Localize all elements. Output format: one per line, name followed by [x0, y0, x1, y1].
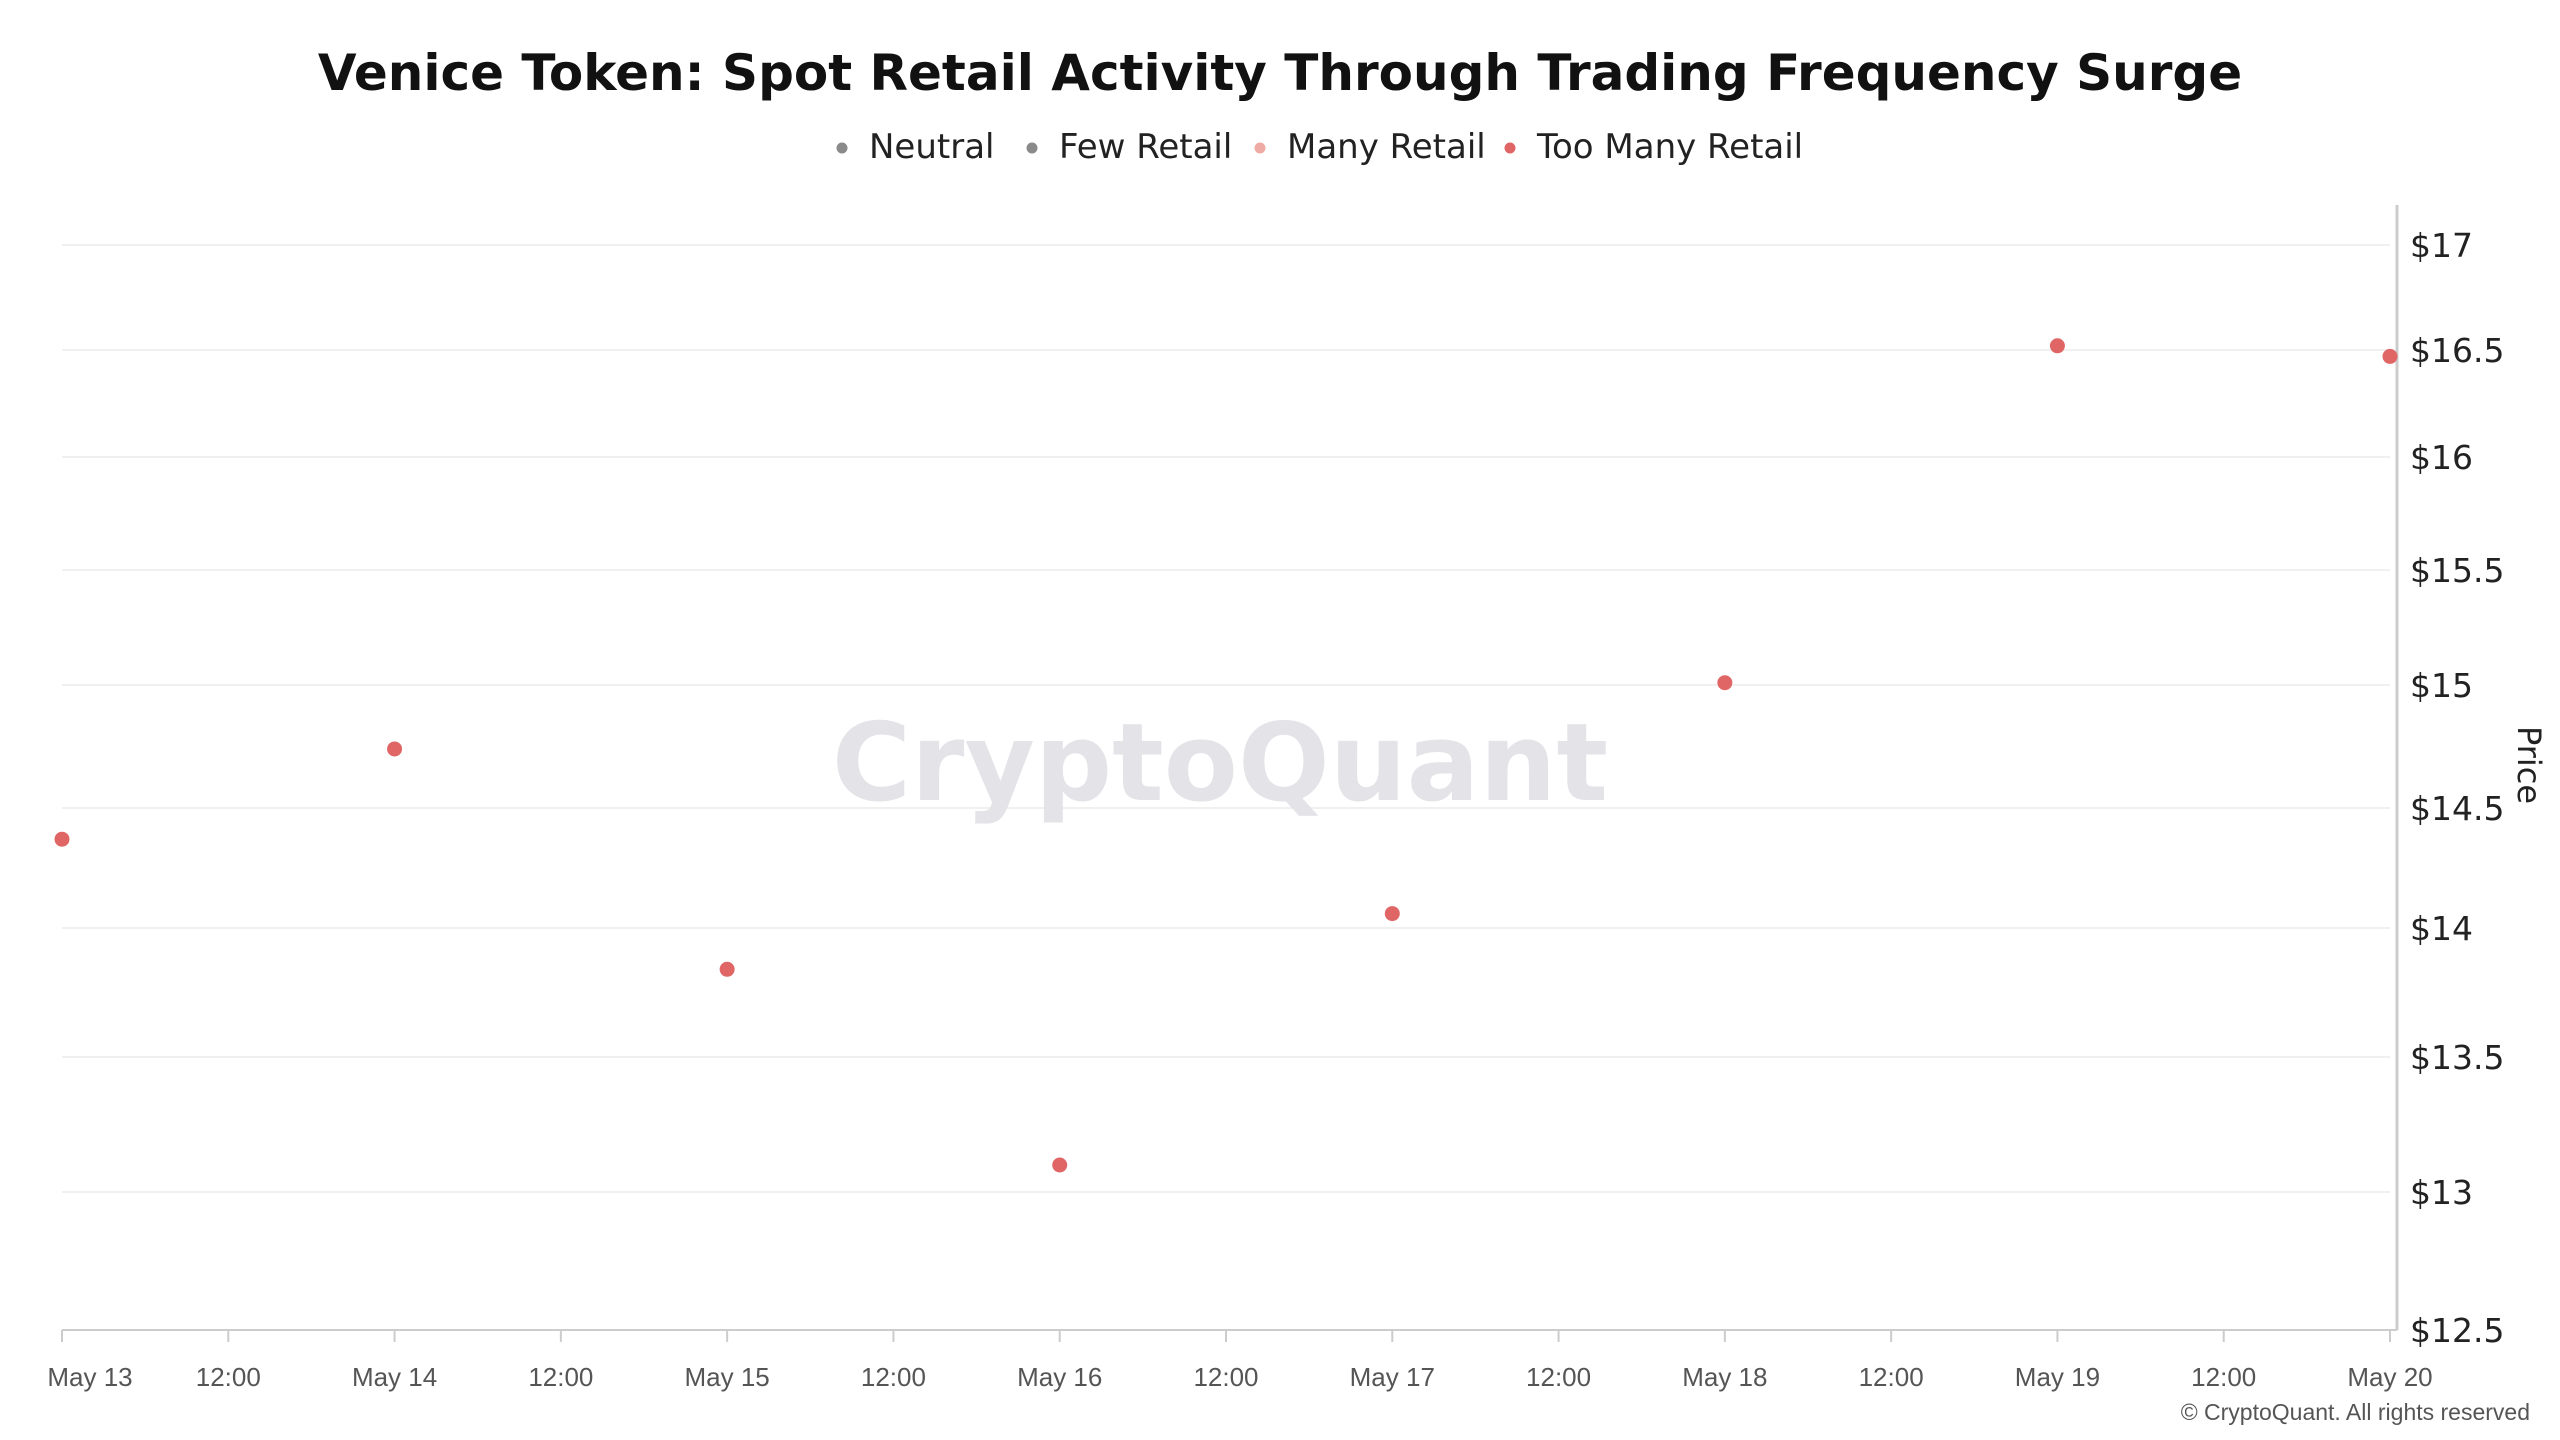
legend-item-label[interactable]: Few Retail — [1059, 127, 1232, 167]
y-tick-label: $14 — [2410, 909, 2473, 948]
data-point[interactable] — [1717, 675, 1733, 691]
x-tick-label: May 16 — [1017, 1362, 1102, 1392]
axes — [62, 205, 2399, 1331]
x-tick-label: May 14 — [352, 1362, 437, 1392]
x-tick-label: 12:00 — [196, 1362, 261, 1392]
x-tick-label: 12:00 — [1526, 1362, 1591, 1392]
y-tick-label: $15.5 — [2410, 551, 2504, 590]
watermark: CryptoQuant — [832, 701, 1608, 826]
legend-item-label[interactable]: Too Many Retail — [1536, 127, 1803, 167]
legend-item-label[interactable]: Many Retail — [1287, 127, 1486, 167]
x-tick-label: 12:00 — [1193, 1362, 1258, 1392]
data-point[interactable] — [387, 741, 403, 757]
legend-marker[interactable] — [1026, 142, 1038, 154]
x-tick-label: 12:00 — [861, 1362, 926, 1392]
data-point[interactable] — [1052, 1157, 1068, 1173]
y-tick-label: $16 — [2410, 438, 2473, 477]
copyright-notice: © CryptoQuant. All rights reserved — [2181, 1399, 2530, 1425]
x-tick-label: May 20 — [2347, 1362, 2432, 1392]
legend: Neutral Few Retail Many Retail Too Many Ret… — [836, 127, 1803, 167]
data-point[interactable] — [1384, 906, 1400, 922]
y-tick-label: $16.5 — [2410, 331, 2504, 370]
legend-marker[interactable] — [836, 142, 848, 154]
data-points — [54, 338, 2398, 1173]
legend-item-label[interactable]: Neutral — [869, 127, 995, 167]
y-tick-label: $13 — [2410, 1173, 2473, 1212]
x-tick-label: May 18 — [1682, 1362, 1767, 1392]
y-tick-label: $12.5 — [2410, 1311, 2504, 1350]
y-tick-label: $13.5 — [2410, 1038, 2504, 1077]
data-point[interactable] — [2382, 348, 2398, 364]
x-tick-label: 12:00 — [528, 1362, 593, 1392]
data-point[interactable] — [2049, 338, 2065, 354]
x-tick-label: May 17 — [1350, 1362, 1435, 1392]
x-axis-ticks: May 13 12:00 May 14 12:00 May 15 12:00 May 16 1… — [47, 1330, 2433, 1392]
data-point[interactable] — [719, 961, 735, 977]
y-axis-label: Price — [2510, 726, 2548, 804]
y-tick-label: $17 — [2410, 226, 2473, 265]
y-tick-label: $15 — [2410, 666, 2473, 705]
x-tick-label: 12:00 — [1859, 1362, 1924, 1392]
y-tick-label: $14.5 — [2410, 789, 2504, 828]
x-tick-label: May 19 — [2015, 1362, 2100, 1392]
grid — [62, 244, 2390, 1193]
legend-marker[interactable] — [1254, 142, 1266, 154]
data-point[interactable] — [54, 831, 70, 847]
x-tick-label: May 13 — [47, 1362, 132, 1392]
chart-title: Venice Token: Spot Retail Activity Throu… — [318, 44, 2242, 102]
x-tick-label: May 15 — [685, 1362, 770, 1392]
legend-marker[interactable] — [1504, 142, 1516, 154]
y-axis-ticks: $12.5 $13 $13.5 $14 $14.5 $15 $15.5 $16 $16.5 $17 — [2410, 226, 2504, 1350]
x-tick-label: 12:00 — [2191, 1362, 2256, 1392]
